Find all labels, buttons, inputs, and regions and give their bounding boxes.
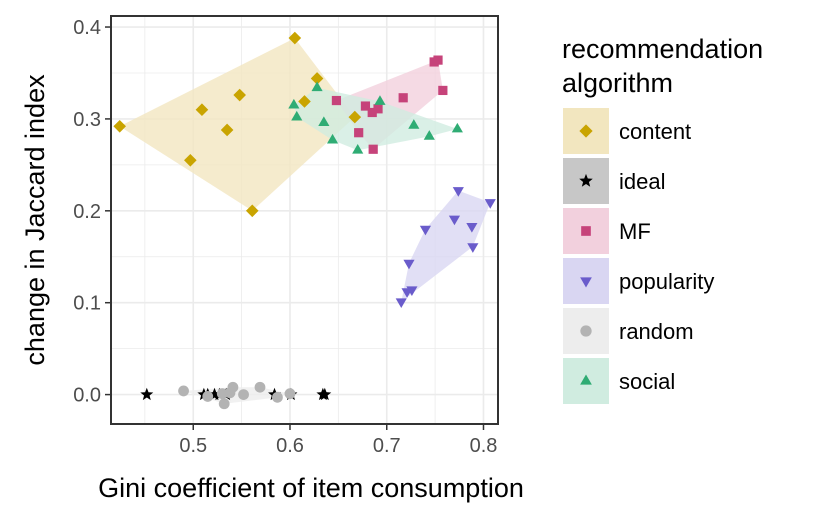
point-mf (438, 85, 448, 96)
point-mf (360, 101, 371, 111)
x-tick-label: 0.8 (470, 435, 498, 457)
legend-title-line-1: recommendation (562, 34, 763, 64)
y-axis-title: change in Jaccard index (20, 74, 50, 366)
point-mf (373, 104, 383, 114)
point-content (113, 119, 127, 133)
point-social (451, 122, 463, 133)
legend-label-content: content (619, 119, 691, 144)
legend-marker-mf (581, 226, 591, 236)
point-content (298, 95, 311, 108)
point-popularity (466, 223, 478, 233)
x-axis-title: Gini coefficient of item consumption (98, 473, 524, 503)
point-content (310, 72, 324, 85)
legend-marker-social (580, 374, 592, 385)
x-axis-ticks: 0.5 0.6 0.7 0.8 (179, 424, 497, 457)
point-content (233, 88, 246, 102)
point-ideal (208, 387, 221, 401)
point-random (218, 398, 230, 410)
point-social (291, 110, 303, 121)
point-content (288, 31, 302, 45)
point-social (352, 143, 364, 154)
point-content (184, 153, 197, 167)
point-mf (368, 144, 378, 154)
point-social (423, 130, 435, 140)
point-mf (331, 95, 342, 106)
point-random (238, 389, 249, 400)
point-random (272, 391, 283, 403)
point-popularity (448, 215, 461, 226)
y-tick-label: 0.4 (73, 17, 101, 39)
y-axis-ticks: 0.0 0.1 0.2 0.3 0.4 (73, 17, 111, 407)
y-tick-label: 0.2 (73, 201, 101, 223)
hull-popularity (401, 190, 491, 302)
point-random (202, 391, 214, 402)
legend-title-line-2: algorithm (562, 68, 673, 98)
point-content (195, 103, 209, 117)
point-popularity (401, 288, 413, 298)
point-social (374, 95, 386, 105)
legend-marker-ideal (579, 173, 593, 187)
point-popularity (403, 259, 415, 270)
point-mf (398, 93, 408, 103)
point-content (348, 110, 362, 124)
point-social (408, 119, 420, 129)
point-content (220, 123, 234, 137)
data-points (113, 31, 496, 410)
point-random (254, 381, 266, 393)
point-random (178, 385, 189, 397)
legend: recommendation algorithm content ideal MF p… (562, 34, 763, 404)
legend-label-popularity: popularity (619, 269, 714, 294)
point-social (318, 116, 330, 127)
panel-border (110, 15, 499, 425)
y-tick-label: 0.3 (73, 109, 101, 131)
legend-label-mf: MF (619, 219, 651, 244)
point-social (288, 98, 300, 109)
point-random (284, 388, 296, 400)
legend-marker-random (580, 325, 592, 337)
y-tick-label: 0.1 (73, 293, 101, 315)
point-mf (354, 128, 364, 138)
y-tick-label: 0.0 (73, 385, 101, 407)
x-tick-label: 0.6 (276, 435, 304, 457)
point-social (326, 133, 339, 144)
point-mf (367, 107, 377, 118)
legend-label-social: social (619, 369, 675, 394)
point-social (311, 81, 323, 92)
x-tick-label: 0.5 (179, 435, 207, 457)
legend-label-random: random (619, 319, 694, 344)
point-popularity (395, 298, 407, 308)
legend-items: content ideal MF popularity random social (563, 108, 714, 404)
point-mf (429, 57, 439, 67)
legend-label-ideal: ideal (619, 169, 665, 194)
legend-marker-popularity (580, 277, 592, 288)
hull-content (119, 38, 355, 211)
point-popularity (467, 243, 479, 253)
x-tick-label: 0.7 (373, 435, 401, 457)
point-popularity (452, 187, 464, 197)
point-random (216, 388, 228, 400)
point-content (245, 204, 259, 218)
legend-marker-content (579, 124, 593, 138)
point-popularity (484, 199, 496, 209)
point-popularity (419, 225, 432, 236)
point-ideal (318, 387, 332, 401)
point-ideal (140, 387, 154, 401)
